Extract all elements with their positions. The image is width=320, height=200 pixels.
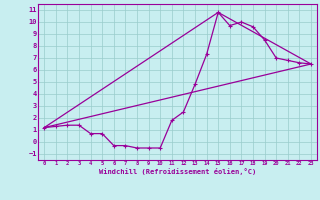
X-axis label: Windchill (Refroidissement éolien,°C): Windchill (Refroidissement éolien,°C) <box>99 168 256 175</box>
